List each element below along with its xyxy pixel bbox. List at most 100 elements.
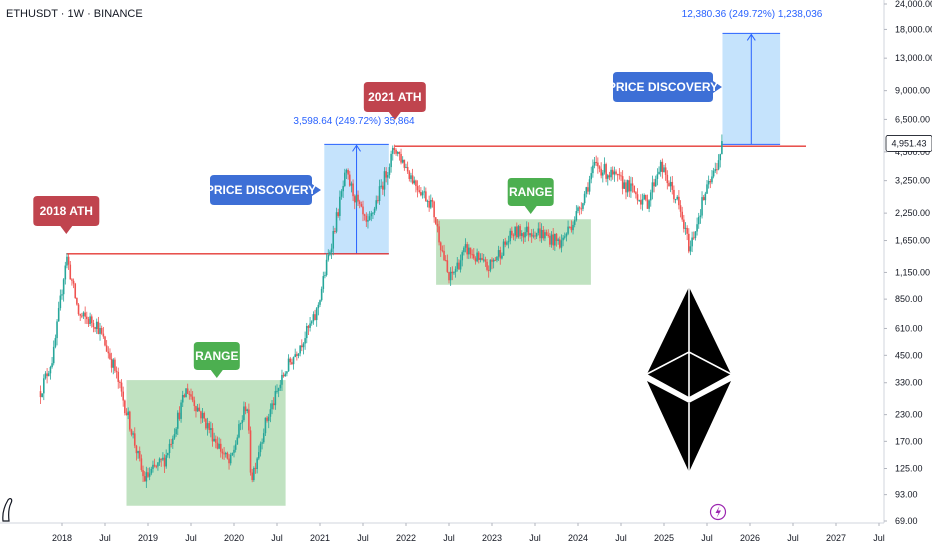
candle-body [468,247,470,255]
candle-body [292,357,295,365]
candle-body [248,409,250,431]
candle-body [507,241,510,243]
candle-body [674,199,677,201]
time-tick-label: 2020 [224,533,244,543]
candle-body [583,193,586,204]
candle-body [416,186,419,191]
candle-body [415,180,417,187]
candle-body [382,185,384,190]
candle-body [464,244,467,248]
candle-body [337,212,339,216]
candle-body [129,411,131,430]
candle-body [340,191,343,197]
price-tick-label: 3,250.00 [895,176,930,186]
candle-body [613,171,616,175]
candle-body [218,443,220,449]
candle-body [82,312,85,317]
candle-body [396,151,399,154]
candle-body [332,230,335,249]
candle-body [104,336,106,346]
candle-body [469,247,472,255]
candle-body [683,219,685,229]
candle-body [499,250,502,259]
candle-body [200,411,202,419]
candle-body [580,208,583,210]
candle-body [618,174,621,176]
candle-body [486,261,488,270]
candle-body [673,189,675,200]
candle-body [271,403,273,410]
candle-body [90,316,93,324]
candle-body [127,411,129,416]
time-tick-label: Jul [701,533,713,543]
candle-body [226,452,229,459]
candle-body [213,438,215,442]
candle-body [529,233,531,236]
candle-body [67,256,70,265]
candle-body [358,201,361,205]
candle-body [633,185,636,193]
candle-body [517,226,520,238]
candle-body [353,196,356,203]
price-tick-label: 125.00 [895,464,923,474]
candle-body [516,226,518,238]
candle-body [476,252,478,262]
candle-body [344,172,346,186]
candle-body [167,453,169,456]
candle-body [395,149,397,154]
price-tick-label: 24,000.00 [895,0,932,9]
candle-body [623,182,626,189]
candle-body [46,373,48,377]
candle-body [165,455,167,467]
candle-body [502,241,505,256]
candle-body [370,213,373,217]
candle-body [282,374,285,377]
candle-body [459,260,462,270]
candle-body [423,191,425,193]
candle-body [110,358,113,368]
candle-body [552,234,554,246]
candle-body [215,438,217,443]
event-marker-icon[interactable] [709,503,727,521]
candle-body [704,193,707,201]
candle-body [112,359,115,368]
candle-body [87,319,90,325]
candle-body [689,246,692,252]
candle-body [676,196,679,200]
candle-body [57,308,60,322]
candle-body [511,230,513,236]
ath-2018-callout [33,196,100,234]
candle-body [716,169,718,171]
candle-body [277,388,280,391]
candle-body [699,215,702,217]
time-tick-label: 2027 [826,533,846,543]
candle-body [430,199,432,208]
candle-body [221,451,224,454]
candle-body [150,468,153,474]
candle-body [686,227,688,234]
candle-body [626,180,629,193]
candle-body [688,233,690,252]
candle-body [124,400,126,414]
candle-body [367,219,369,222]
candle-body [193,400,196,407]
candle-body [525,226,528,233]
candle-body [658,171,660,175]
candle-body [621,176,624,189]
candle-body [309,323,311,328]
candle-body [391,147,394,154]
candle-body [117,371,120,382]
candle-body [115,370,118,372]
candle-body [408,171,411,179]
candle-body [249,430,252,473]
candle-body [641,199,644,205]
candle-body [491,259,493,262]
price-tick-label: 1,150.00 [895,267,930,277]
candle-body [504,241,507,245]
candle-body [532,235,535,237]
candle-body [77,304,80,315]
candle-body [691,237,693,247]
time-tick-label: Jul [443,533,455,543]
